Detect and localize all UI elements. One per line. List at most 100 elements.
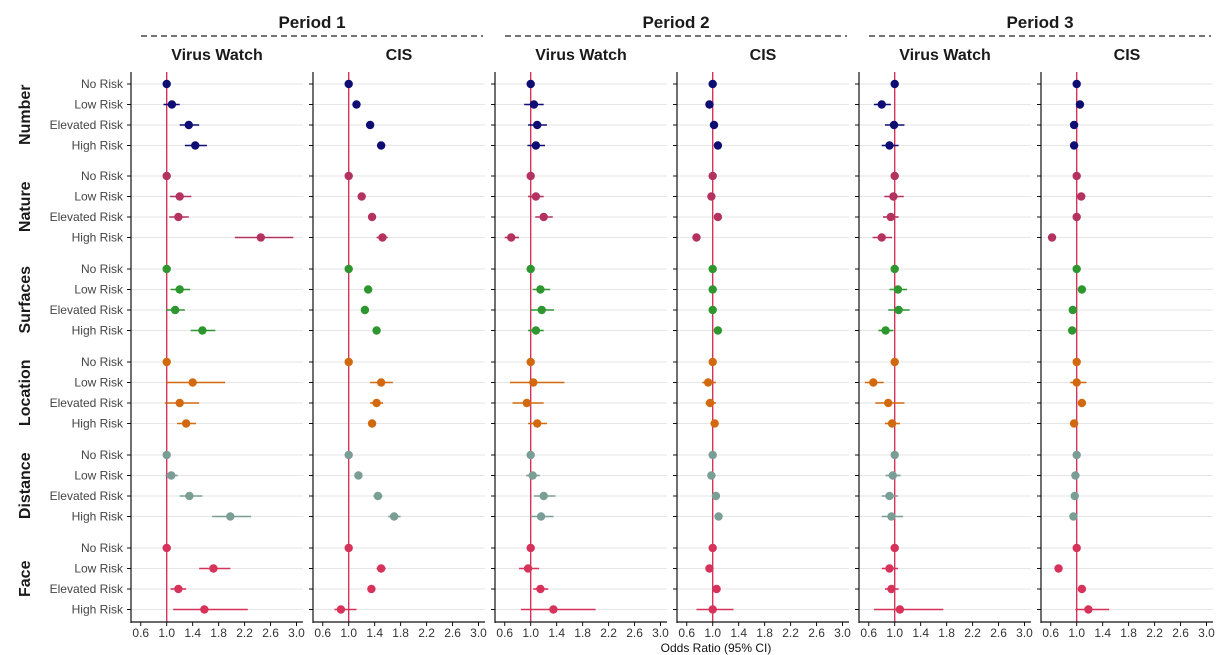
point-surfaces-no-risk xyxy=(344,264,353,274)
x-tick-label: 3.0 xyxy=(288,626,305,640)
point-nature-low-risk xyxy=(357,192,366,201)
point-surfaces-high-risk xyxy=(531,326,541,335)
point-face-low-risk xyxy=(376,564,386,573)
point-face-high-risk xyxy=(549,605,558,614)
x-tick-label: 1.4 xyxy=(730,626,747,640)
point-distance-high-risk xyxy=(536,512,546,521)
point-location-elevated-risk xyxy=(884,398,893,408)
category-label-no-risk: No Risk xyxy=(81,169,124,183)
x-tick-label: 3.0 xyxy=(470,626,487,640)
point-face-no-risk xyxy=(708,543,717,553)
x-tick-label: 3.0 xyxy=(652,626,669,640)
point-number-high-risk xyxy=(885,141,894,150)
point-number-high-risk xyxy=(713,141,723,150)
x-tick-label: 1.4 xyxy=(548,626,565,640)
point-location-low-risk xyxy=(188,378,197,387)
point-face-no-risk xyxy=(526,543,535,553)
row-label-nature: Nature xyxy=(17,181,34,232)
point-distance-low-risk xyxy=(707,471,716,480)
x-tick-label: 2.6 xyxy=(1172,626,1189,640)
point-surfaces-elevated-risk xyxy=(360,305,370,315)
point-nature-high-risk xyxy=(692,233,701,242)
point-nature-high-risk xyxy=(877,233,886,242)
x-tick-label: 1.0 xyxy=(886,626,903,640)
point-location-low-risk xyxy=(703,378,713,387)
point-number-high-risk xyxy=(1069,141,1079,150)
point-nature-elevated-risk xyxy=(1072,212,1081,222)
category-label-low-risk: Low Risk xyxy=(74,190,124,204)
x-tick-label: 1.4 xyxy=(1094,626,1111,640)
panel-title-virus-watch: Virus Watch xyxy=(535,47,627,64)
period-title-1: Period 1 xyxy=(278,13,345,32)
category-label-high-risk: High Risk xyxy=(72,603,124,617)
x-tick-label: 2.6 xyxy=(808,626,825,640)
point-location-high-risk xyxy=(1069,419,1079,428)
point-distance-high-risk xyxy=(389,512,399,521)
labels-layer: Period 1 Period 2 Period 3 Virus Watch CIS Vi… xyxy=(17,13,1215,640)
point-number-no-risk xyxy=(708,79,717,89)
point-face-high-risk xyxy=(200,605,209,614)
category-label-low-risk: Low Risk xyxy=(74,98,124,112)
x-tick-label: 1.0 xyxy=(1068,626,1085,640)
point-distance-no-risk xyxy=(344,450,353,460)
category-label-elevated-risk: Elevated Risk xyxy=(50,210,124,224)
x-tick-label: 0.6 xyxy=(496,626,513,640)
axes-layer xyxy=(127,72,1213,626)
point-surfaces-low-risk xyxy=(1077,285,1087,294)
x-tick-label: 1.0 xyxy=(522,626,539,640)
point-distance-elevated-risk xyxy=(539,491,548,501)
x-tick-label: 2.2 xyxy=(600,626,617,640)
point-nature-low-risk xyxy=(531,192,541,201)
period-title-2: Period 2 xyxy=(642,13,709,32)
point-number-high-risk xyxy=(531,141,541,150)
point-face-elevated-risk xyxy=(174,584,183,594)
point-surfaces-no-risk xyxy=(526,264,535,274)
point-surfaces-elevated-risk xyxy=(894,305,903,315)
point-face-low-risk xyxy=(209,564,218,573)
point-surfaces-no-risk xyxy=(890,264,899,274)
point-number-elevated-risk xyxy=(532,120,542,130)
point-location-high-risk xyxy=(710,419,719,428)
point-distance-high-risk xyxy=(887,512,896,521)
point-number-elevated-risk xyxy=(889,120,899,130)
category-label-no-risk: No Risk xyxy=(81,262,124,276)
category-label-elevated-risk: Elevated Risk xyxy=(50,118,124,132)
category-label-no-risk: No Risk xyxy=(81,355,124,369)
point-location-high-risk xyxy=(367,419,377,428)
category-label-high-risk: High Risk xyxy=(72,139,124,153)
x-tick-label: 1.8 xyxy=(938,626,955,640)
point-surfaces-elevated-risk xyxy=(537,305,546,315)
point-location-low-risk xyxy=(869,378,878,387)
category-label-high-risk: High Risk xyxy=(72,324,124,338)
point-face-no-risk xyxy=(162,543,171,553)
category-label-low-risk: Low Risk xyxy=(74,376,124,390)
point-distance-no-risk xyxy=(526,450,535,460)
point-surfaces-low-risk xyxy=(708,285,717,294)
point-distance-no-risk xyxy=(162,450,171,460)
point-distance-high-risk xyxy=(1069,512,1078,521)
point-face-high-risk xyxy=(895,605,905,614)
category-label-high-risk: High Risk xyxy=(72,417,124,431)
point-face-elevated-risk xyxy=(1077,584,1087,594)
category-label-elevated-risk: Elevated Risk xyxy=(50,396,124,410)
point-distance-elevated-risk xyxy=(373,491,383,501)
point-nature-elevated-risk xyxy=(539,212,548,222)
panel-title-virus-watch: Virus Watch xyxy=(899,47,991,64)
x-tick-label: 2.2 xyxy=(418,626,435,640)
point-number-no-risk xyxy=(526,79,535,89)
x-tick-label: 1.4 xyxy=(912,626,929,640)
row-label-location: Location xyxy=(17,359,34,426)
x-tick-label: 0.6 xyxy=(132,626,149,640)
point-distance-low-risk xyxy=(1071,471,1080,480)
x-tick-label: 1.8 xyxy=(756,626,773,640)
point-location-low-risk xyxy=(376,378,386,387)
marks-layer xyxy=(162,79,1110,614)
point-location-high-risk xyxy=(532,419,542,428)
point-distance-no-risk xyxy=(708,450,717,460)
point-face-elevated-risk xyxy=(536,584,545,594)
point-number-high-risk xyxy=(376,141,386,150)
point-number-low-risk xyxy=(167,100,177,109)
x-tick-label: 3.0 xyxy=(1198,626,1215,640)
point-face-elevated-risk xyxy=(367,584,376,594)
